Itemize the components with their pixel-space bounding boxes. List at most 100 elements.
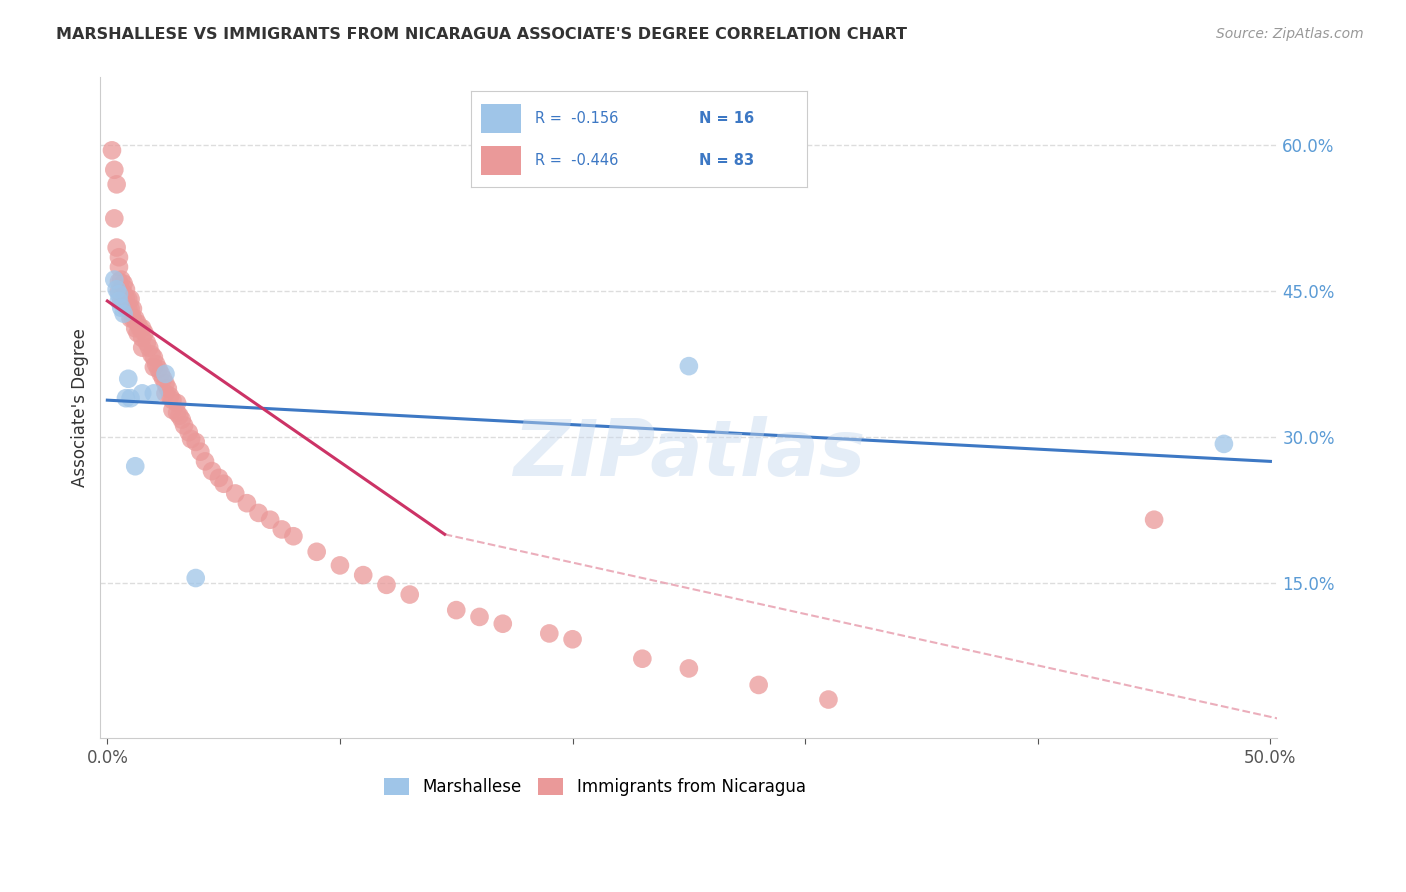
Text: MARSHALLESE VS IMMIGRANTS FROM NICARAGUA ASSOCIATE'S DEGREE CORRELATION CHART: MARSHALLESE VS IMMIGRANTS FROM NICARAGUA… bbox=[56, 27, 907, 42]
Point bbox=[115, 291, 138, 305]
Point bbox=[247, 506, 270, 520]
Point bbox=[201, 464, 224, 478]
Point bbox=[162, 403, 184, 417]
Point bbox=[117, 372, 139, 386]
Point bbox=[538, 626, 561, 640]
Point bbox=[105, 241, 128, 255]
Point bbox=[155, 376, 177, 391]
Point bbox=[561, 632, 583, 647]
Text: Source: ZipAtlas.com: Source: ZipAtlas.com bbox=[1216, 27, 1364, 41]
Point bbox=[184, 571, 207, 585]
Point bbox=[120, 301, 142, 316]
Point bbox=[122, 301, 145, 316]
Point bbox=[120, 311, 142, 326]
Point bbox=[1212, 437, 1234, 451]
Text: ZIPatlas: ZIPatlas bbox=[513, 417, 865, 492]
Point bbox=[127, 326, 149, 340]
Point bbox=[105, 282, 128, 296]
Point bbox=[224, 486, 246, 500]
Point bbox=[166, 396, 188, 410]
Point bbox=[212, 476, 235, 491]
Point bbox=[110, 272, 132, 286]
Point bbox=[101, 144, 124, 158]
Point bbox=[142, 360, 165, 375]
Point bbox=[135, 335, 157, 350]
Point bbox=[329, 558, 352, 573]
Point bbox=[112, 293, 135, 308]
Point bbox=[108, 293, 131, 308]
Point bbox=[173, 418, 195, 433]
Point bbox=[117, 301, 139, 316]
Point bbox=[127, 317, 149, 331]
Point bbox=[208, 471, 231, 485]
Point bbox=[134, 326, 156, 340]
Point bbox=[115, 282, 138, 296]
Point bbox=[124, 459, 146, 474]
Point bbox=[817, 692, 839, 706]
Point bbox=[103, 162, 125, 177]
Point bbox=[170, 412, 193, 426]
Point bbox=[148, 362, 170, 376]
Legend: Marshallese, Immigrants from Nicaragua: Marshallese, Immigrants from Nicaragua bbox=[377, 772, 813, 803]
Point bbox=[115, 391, 138, 405]
Point bbox=[180, 432, 202, 446]
Point bbox=[108, 285, 131, 299]
Point bbox=[678, 661, 700, 675]
Point bbox=[1143, 513, 1166, 527]
Point bbox=[678, 359, 700, 373]
Point bbox=[122, 311, 145, 326]
Point bbox=[748, 678, 770, 692]
Point bbox=[184, 434, 207, 449]
Point bbox=[115, 301, 138, 315]
Point bbox=[259, 513, 281, 527]
Point bbox=[117, 292, 139, 306]
Point bbox=[149, 367, 172, 381]
Point bbox=[169, 409, 191, 423]
Point bbox=[194, 454, 217, 468]
Point bbox=[145, 357, 167, 371]
Point bbox=[283, 529, 305, 543]
Point bbox=[162, 393, 184, 408]
Point bbox=[103, 211, 125, 226]
Point bbox=[112, 307, 135, 321]
Point bbox=[131, 386, 153, 401]
Point bbox=[128, 321, 150, 335]
Point bbox=[352, 568, 374, 582]
Point bbox=[124, 311, 146, 326]
Point bbox=[155, 386, 177, 401]
Point bbox=[236, 496, 259, 510]
Point bbox=[270, 523, 292, 537]
Point bbox=[305, 545, 328, 559]
Point bbox=[446, 603, 468, 617]
Point bbox=[155, 367, 177, 381]
Point bbox=[103, 272, 125, 286]
Point bbox=[142, 386, 165, 401]
Point bbox=[375, 578, 398, 592]
Point bbox=[108, 287, 131, 301]
Point bbox=[112, 286, 135, 301]
Y-axis label: Associate's Degree: Associate's Degree bbox=[72, 328, 89, 487]
Point bbox=[131, 341, 153, 355]
Point bbox=[398, 588, 420, 602]
Point bbox=[110, 282, 132, 296]
Point bbox=[120, 292, 142, 306]
Point bbox=[141, 347, 163, 361]
Point bbox=[190, 444, 212, 458]
Point bbox=[105, 178, 128, 192]
Point bbox=[108, 260, 131, 274]
Point bbox=[110, 301, 132, 315]
Point bbox=[110, 293, 132, 308]
Point bbox=[131, 331, 153, 345]
Point bbox=[159, 389, 181, 403]
Point bbox=[492, 616, 515, 631]
Point bbox=[124, 321, 146, 335]
Point bbox=[108, 275, 131, 289]
Point bbox=[108, 250, 131, 264]
Point bbox=[138, 341, 160, 355]
Point bbox=[142, 351, 165, 365]
Point bbox=[468, 610, 491, 624]
Point bbox=[112, 277, 135, 291]
Point bbox=[131, 321, 153, 335]
Point bbox=[631, 651, 654, 665]
Point bbox=[152, 372, 174, 386]
